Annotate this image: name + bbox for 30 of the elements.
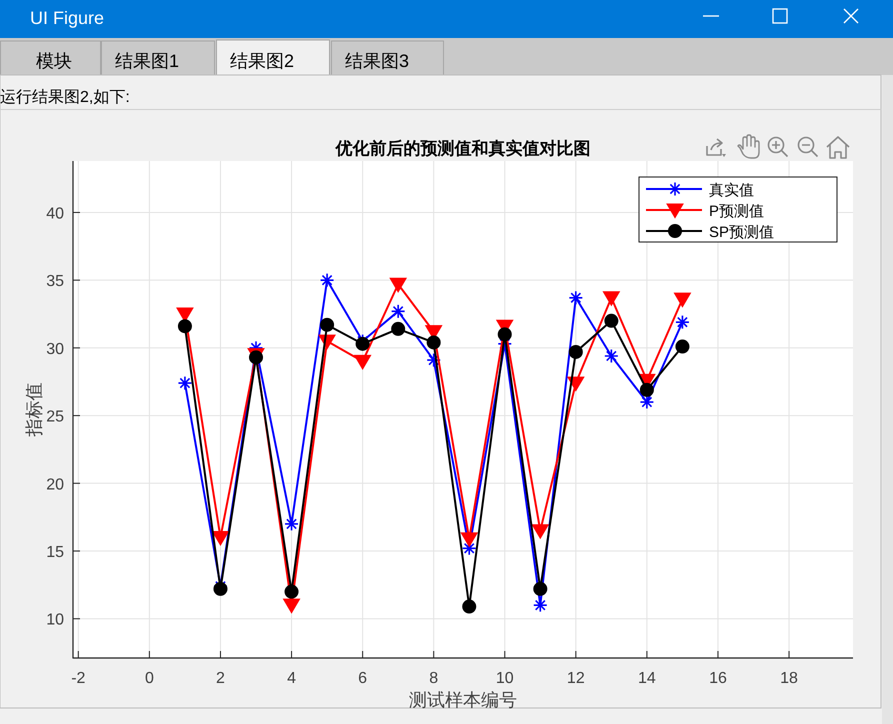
x-tick-label: 0 (144, 670, 154, 687)
x-tick-label: -2 (71, 670, 86, 687)
x-tick-label: 16 (709, 670, 727, 687)
tab: 结果图1 (101, 40, 215, 76)
legend-label: SP预测值 (709, 224, 774, 241)
legend-label: P预测值 (709, 203, 764, 220)
x-tick-label: 2 (216, 670, 226, 687)
y-tick-label: 10 (46, 612, 64, 629)
y-tick-label: 15 (46, 544, 64, 562)
x-tick-label: 14 (638, 670, 656, 687)
x-tick-label: 12 (566, 670, 585, 687)
x-tick-label: 8 (429, 670, 438, 687)
x-axis-title: 测试样本编号 (409, 690, 517, 710)
y-tick-label: 25 (46, 408, 64, 426)
tab: 结果图3 (331, 40, 444, 76)
x-tick-label: 18 (780, 670, 798, 687)
y-tick-label: 40 (46, 205, 64, 222)
x-tick-label: 10 (496, 670, 514, 687)
y-tick-label: 30 (46, 340, 64, 358)
x-tick-label: 4 (287, 670, 296, 687)
y-tick-label: 20 (46, 476, 64, 494)
legend-label: 真实值 (709, 182, 754, 199)
chart-title: 优化前后的预测值和真实值对比图 (334, 139, 590, 158)
x-tick-label: 6 (358, 670, 368, 687)
tab: 模块 (0, 40, 101, 76)
tab: 结果图2 (216, 40, 330, 76)
y-tick-label: 35 (46, 273, 64, 290)
text: 运行结果图2,如下: (0, 88, 130, 106)
y-axis-title: 指标值 (24, 382, 44, 438)
text: UI Figure (30, 8, 104, 28)
